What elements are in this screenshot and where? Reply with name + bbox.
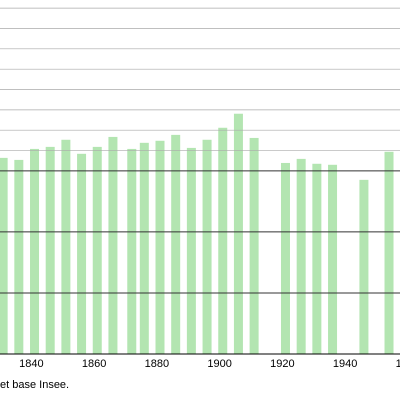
x-tick-label: 1860	[82, 358, 106, 370]
bar	[280, 162, 290, 354]
bar	[171, 134, 181, 354]
bar	[202, 139, 212, 354]
bar	[312, 163, 322, 354]
bar	[186, 147, 196, 354]
x-tick-label: 1920	[270, 358, 294, 370]
bar	[328, 164, 338, 354]
x-tick-label: 1840	[19, 358, 43, 370]
bar	[92, 146, 102, 354]
x-tick-label: 1940	[333, 358, 357, 370]
bar	[14, 159, 24, 354]
bar	[233, 113, 243, 354]
bar	[0, 157, 8, 354]
bar	[127, 148, 137, 354]
bar	[108, 136, 118, 354]
bar	[61, 139, 71, 354]
x-tick-label: 1960	[396, 358, 400, 370]
x-tick-label: 1900	[207, 358, 231, 370]
bar	[249, 137, 259, 354]
bar	[384, 151, 394, 354]
bar	[139, 142, 149, 354]
bar	[45, 146, 55, 354]
bar	[30, 148, 40, 354]
bar	[155, 140, 165, 354]
bar	[359, 179, 369, 354]
x-tick-label: 1880	[145, 358, 169, 370]
bar	[77, 153, 87, 354]
bar	[218, 127, 228, 354]
source-note: et base Insee.	[0, 379, 69, 391]
bar	[296, 158, 306, 354]
